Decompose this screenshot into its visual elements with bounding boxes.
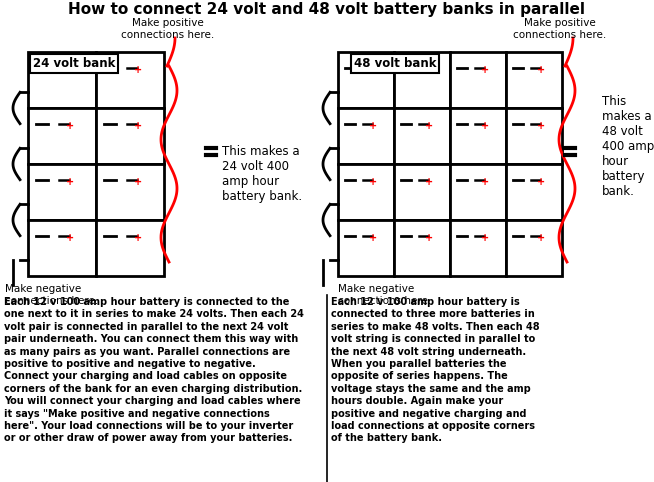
Text: Each 12 v 100 amp hour battery is
connected to three more batteries in
series to: Each 12 v 100 amp hour battery is connec…: [331, 297, 540, 443]
Bar: [338, 164, 394, 220]
Bar: [394, 108, 450, 164]
Text: How to connect 24 volt and 48 volt battery banks in parallel: How to connect 24 volt and 48 volt batte…: [69, 2, 585, 17]
Text: This makes a
24 volt 400
amp hour
battery bank.: This makes a 24 volt 400 amp hour batter…: [222, 145, 302, 203]
Text: +: +: [369, 65, 377, 75]
Bar: [506, 220, 562, 276]
Bar: [338, 108, 394, 164]
Text: +: +: [537, 121, 545, 131]
Bar: [450, 108, 506, 164]
Text: +: +: [424, 177, 433, 187]
Bar: [450, 52, 506, 108]
Text: +: +: [537, 177, 545, 187]
Text: +: +: [134, 177, 142, 187]
Text: +: +: [424, 121, 433, 131]
Bar: [96, 164, 164, 220]
Text: +: +: [481, 121, 489, 131]
Text: +: +: [537, 65, 545, 75]
Bar: [394, 220, 450, 276]
Text: +: +: [134, 65, 142, 75]
Text: +: +: [369, 233, 377, 243]
Bar: [394, 52, 450, 108]
Bar: [450, 164, 506, 220]
Bar: [338, 52, 394, 108]
Text: +: +: [134, 121, 142, 131]
Text: Each 12 v 100 amp hour battery is connected to the
one next to it in series to m: Each 12 v 100 amp hour battery is connec…: [4, 297, 304, 443]
Text: +: +: [369, 177, 377, 187]
Text: Make negative
connections here.: Make negative connections here.: [338, 284, 431, 306]
Bar: [28, 108, 96, 164]
Bar: [28, 164, 96, 220]
Text: +: +: [424, 65, 433, 75]
Bar: [96, 220, 164, 276]
Bar: [394, 164, 450, 220]
Text: +: +: [369, 121, 377, 131]
Bar: [450, 220, 506, 276]
Text: +: +: [481, 65, 489, 75]
Text: +: +: [66, 121, 74, 131]
Text: +: +: [537, 233, 545, 243]
Bar: [28, 220, 96, 276]
Bar: [506, 52, 562, 108]
Bar: [96, 108, 164, 164]
Text: +: +: [481, 233, 489, 243]
Text: Make negative
connections here.: Make negative connections here.: [5, 284, 98, 306]
Text: +: +: [66, 177, 74, 187]
Text: 24 volt bank: 24 volt bank: [33, 57, 115, 70]
Text: 48 volt bank: 48 volt bank: [354, 57, 436, 70]
Text: This
makes a
48 volt
400 amp
hour
battery
bank.: This makes a 48 volt 400 amp hour batter…: [602, 95, 654, 198]
Bar: [506, 164, 562, 220]
Bar: [506, 108, 562, 164]
Text: Make positive
connections here.: Make positive connections here.: [122, 18, 215, 40]
Text: +: +: [481, 177, 489, 187]
Text: +: +: [66, 65, 74, 75]
Text: +: +: [134, 233, 142, 243]
Text: Make positive
connections here.: Make positive connections here.: [513, 18, 607, 40]
Text: +: +: [424, 233, 433, 243]
Text: +: +: [66, 233, 74, 243]
Bar: [338, 220, 394, 276]
Bar: [96, 52, 164, 108]
Bar: [28, 52, 96, 108]
